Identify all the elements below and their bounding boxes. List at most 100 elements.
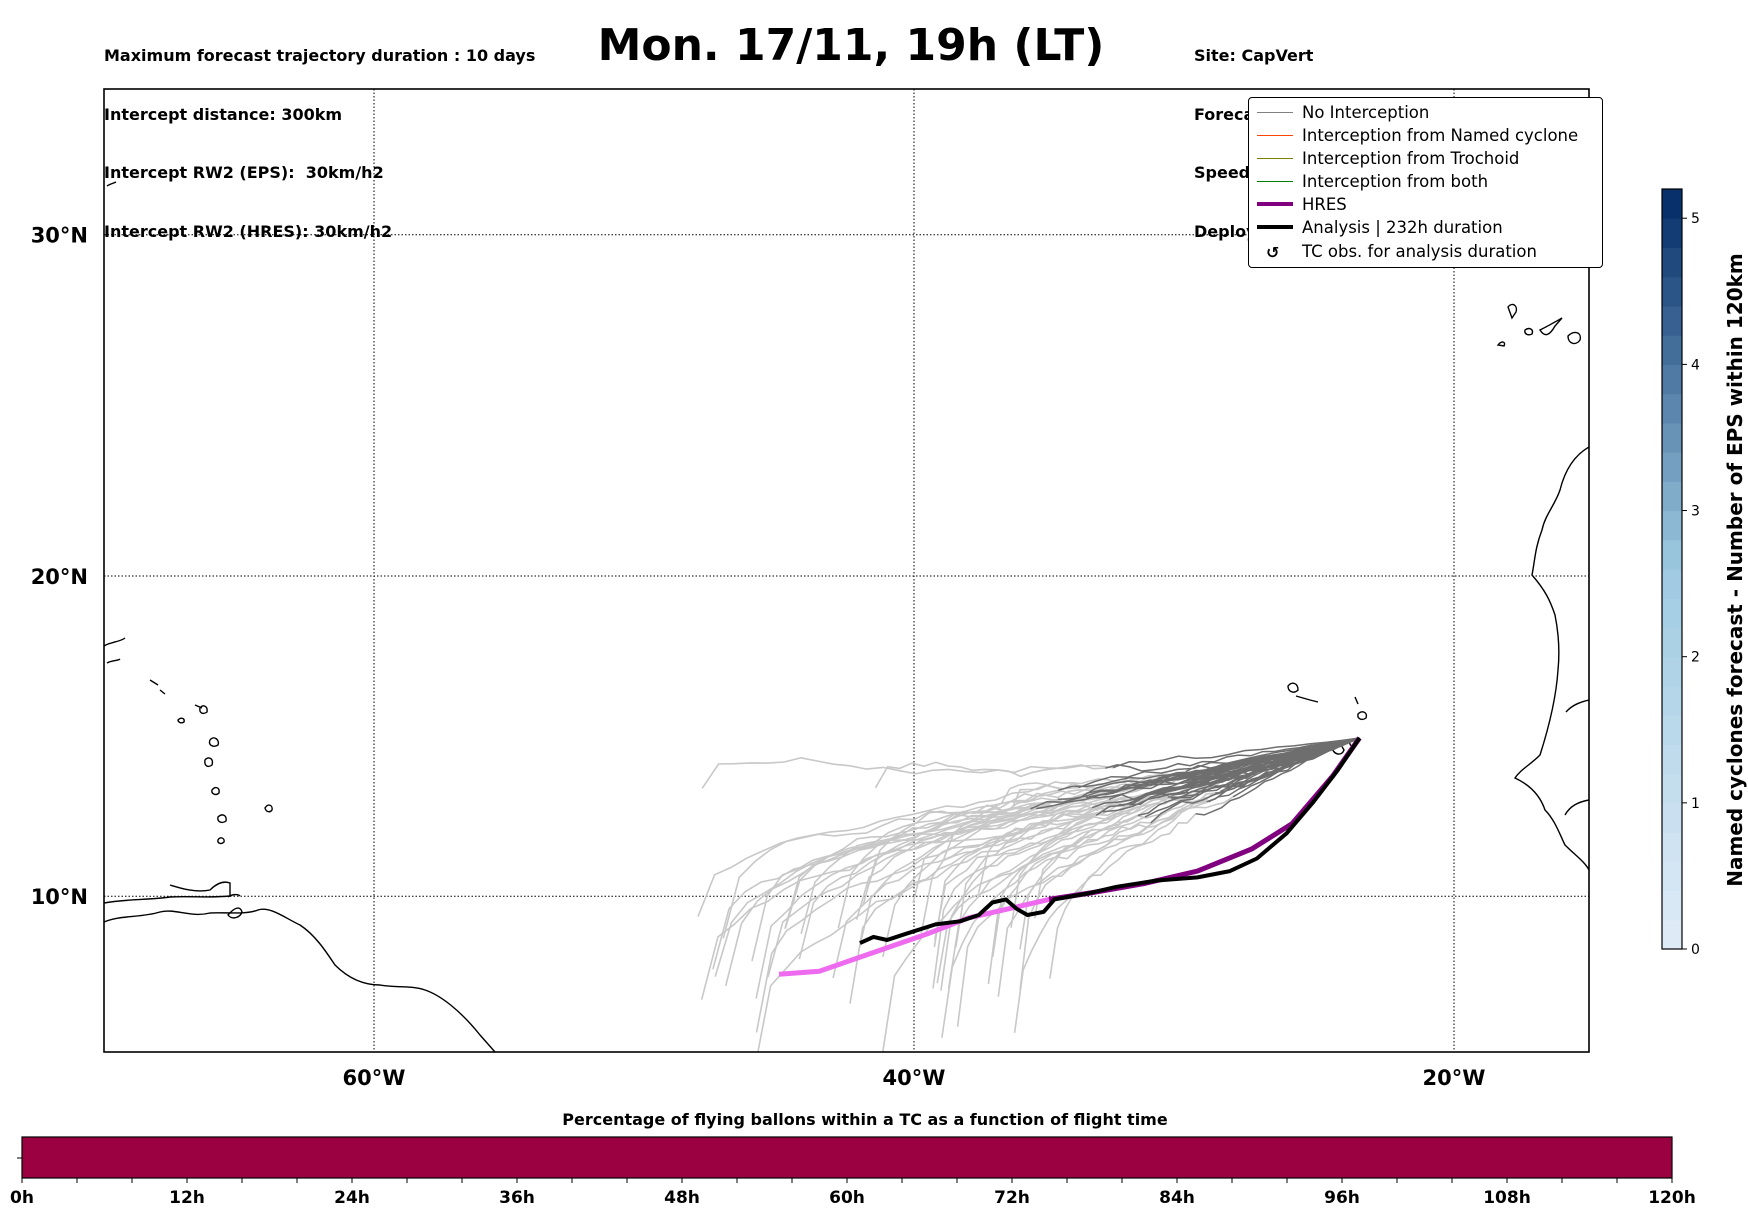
analysis-trajectory <box>859 736 1362 945</box>
eps-member-early <box>1057 737 1360 792</box>
colorbar-tick-label: 10 <box>1691 796 1700 812</box>
eps-member-late <box>874 761 1106 789</box>
strip-tick-label: 0h <box>10 1188 34 1208</box>
eps-member-late <box>837 796 1087 929</box>
colorbar-block <box>1662 481 1682 512</box>
purple-thick-line-icon <box>1257 202 1293 206</box>
colorbar-block <box>1662 539 1682 570</box>
colorbar-frame <box>1661 188 1683 950</box>
island-arc <box>149 679 227 845</box>
colorbar-block <box>1662 773 1682 804</box>
orange-line-icon <box>1257 135 1293 136</box>
colorbar-ticks: 0 10 20 30 40 50 <box>1682 211 1700 958</box>
eps-member-late <box>941 821 1151 1038</box>
colorbar-block <box>1662 919 1682 950</box>
black-thick-line-icon <box>1257 225 1293 229</box>
strip-tick-label: 24h <box>334 1188 370 1208</box>
eps-member-late <box>934 785 1211 941</box>
param-line: Intercept RW2 (HRES): 30km/h2 <box>104 221 393 241</box>
eps-member-late <box>1019 792 1216 950</box>
island-tobago <box>227 893 241 898</box>
strip-tick-label: 60h <box>829 1188 865 1208</box>
eps-member-late <box>697 784 1079 917</box>
legend-item-trochoid: Interception from Trochoid <box>1249 147 1602 170</box>
strip-tick-label: 96h <box>1324 1188 1360 1208</box>
param-line: Intercept RW2 (EPS): 30km/h2 <box>104 163 384 182</box>
legend-item-analysis: Analysis | 232h duration <box>1249 216 1602 239</box>
eps-member-late <box>1013 813 1197 1033</box>
eps-member-early <box>1085 737 1360 799</box>
island-trinidad <box>227 907 243 919</box>
colorbar-block <box>1662 861 1682 892</box>
lat-tick-label: 10°N <box>31 885 88 909</box>
cyclone-symbol-icon: ↺ <box>1266 243 1280 262</box>
gray-line-icon <box>1257 112 1293 113</box>
colorbar-block <box>1662 247 1682 278</box>
island-canary <box>1496 303 1582 347</box>
eps-trajectories-late <box>697 756 1238 1052</box>
colorbar-tick-label: 30 <box>1691 504 1700 520</box>
colorbar-block <box>1662 744 1682 775</box>
eps-member-late <box>712 806 1037 970</box>
param-line: Maximum forecast trajectory duration : 1… <box>104 46 536 65</box>
eps-member-early <box>1220 737 1360 782</box>
eps-member-early <box>1112 737 1360 769</box>
strip-tick-label: 72h <box>994 1188 1030 1208</box>
param-line: Intercept distance: 300km <box>104 104 343 124</box>
legend-item-both: Interception from both <box>1249 170 1602 193</box>
eps-member-late <box>936 814 1139 984</box>
strip-tick-label: 108h <box>1483 1188 1531 1208</box>
legend-item-tc-obs: ↺ TC obs. for analysis duration <box>1266 242 1537 262</box>
legend-item-named-cyclone: Interception from Named cyclone <box>1249 124 1602 147</box>
strip-tick-label: 120h <box>1648 1188 1696 1208</box>
colorbar-block <box>1662 335 1682 365</box>
colorbar-block <box>1662 715 1682 745</box>
lat-tick-label: 30°N <box>31 224 88 248</box>
island-barbados <box>264 804 273 813</box>
colorbar-block <box>1662 422 1682 453</box>
colorbar-block <box>1662 364 1682 395</box>
legend-item-hres: HRES <box>1249 193 1602 216</box>
colorbar-tick-label: 40 <box>1691 357 1700 373</box>
axis-tick-labels: 60°W 40°W 20°W 30°N 20°N 10°N <box>31 224 1486 1090</box>
island-hispaniola-fragment <box>104 637 126 664</box>
colorbar-block <box>1662 452 1682 482</box>
eps-member-early <box>1105 737 1360 772</box>
colorbar-block <box>1662 832 1682 862</box>
forecast-parameters: Maximum forecast trajectory duration : 1… <box>104 7 535 261</box>
strip-ticks: 0h 12h 24h 36h 48h 60h 72h 84h 96h 108h 120h <box>10 1178 1696 1208</box>
eps-member-early <box>1157 737 1360 799</box>
colorbar-label: Named cyclones forecast - Number of EPS … <box>1723 253 1747 887</box>
map-frame <box>103 88 1590 1053</box>
colorbar-block <box>1662 890 1682 921</box>
colorbar-tick-label: 0 <box>1691 942 1700 958</box>
eps-member-late <box>1010 779 1221 928</box>
colorbar: 0 10 20 30 40 50 <box>1661 188 1700 958</box>
eps-member-late <box>700 808 1031 1000</box>
eps-member-late <box>701 756 1114 789</box>
page-title: Mon. 17/11, 19h (LT) <box>597 20 1105 71</box>
coastline-africa-bight <box>1564 699 1589 816</box>
map-plot: 60°W 40°W 20°W 30°N 20°N 10°N <box>31 88 1590 1090</box>
colorbar-block <box>1662 656 1682 687</box>
olive-line-icon <box>1257 158 1293 159</box>
colorbar-block <box>1662 189 1682 219</box>
green-line-icon <box>1257 181 1293 182</box>
lon-tick-label: 40°W <box>883 1066 946 1090</box>
eps-member-late <box>784 798 1058 930</box>
strip-tick-label: 48h <box>664 1188 700 1208</box>
colorbar-block <box>1662 685 1682 716</box>
coastlines <box>104 181 1589 1052</box>
colorbar-tick-label: 50 <box>1691 211 1700 227</box>
eps-member-early <box>1144 737 1360 795</box>
legend: No Interception Interception from Named … <box>1248 97 1603 268</box>
coastline-venezuela <box>104 881 231 904</box>
colorbar-block <box>1662 598 1682 628</box>
coastline-south-america <box>104 908 496 1052</box>
eps-member-early <box>1078 737 1360 789</box>
eps-trajectories-early <box>1030 737 1360 824</box>
strip-tick-label: 84h <box>1159 1188 1195 1208</box>
eps-member-late <box>757 810 1103 1052</box>
eps-member-late <box>722 796 1090 939</box>
eps-member-late <box>832 814 1097 979</box>
